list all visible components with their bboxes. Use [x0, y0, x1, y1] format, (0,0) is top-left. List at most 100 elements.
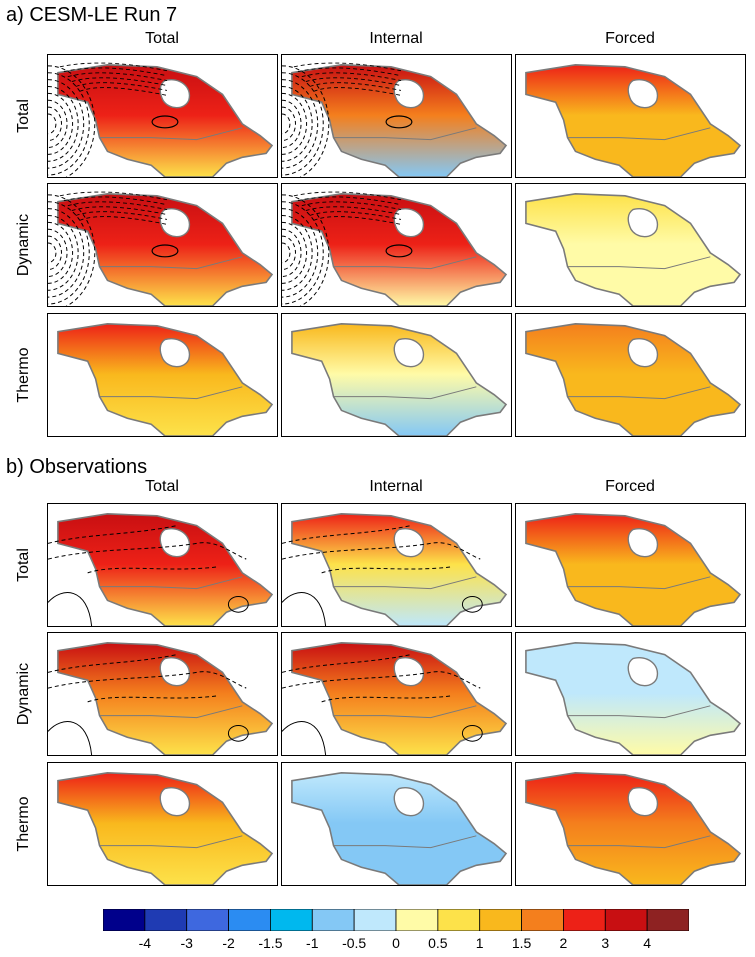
- map-panel: [515, 313, 746, 437]
- colorbar-swatch: [604, 909, 648, 931]
- pressure-contours: [48, 654, 249, 755]
- country-border: [99, 576, 243, 590]
- land-field: [525, 513, 742, 626]
- country-border: [333, 576, 477, 590]
- colorbar-tick-label: -4: [138, 935, 152, 951]
- land-field: [57, 772, 274, 885]
- country-border: [567, 127, 711, 141]
- hudson-bay: [627, 787, 659, 817]
- map-panel: [47, 632, 278, 756]
- map-panel: [281, 762, 512, 886]
- map-panel: [515, 54, 746, 178]
- colorbar-swatch: [144, 909, 188, 931]
- hudson-bay: [627, 208, 659, 238]
- country-border: [333, 386, 477, 400]
- map-panel: [281, 54, 512, 178]
- map-svg: [525, 64, 742, 177]
- hudson-bay: [627, 528, 659, 558]
- pressure-contours: [48, 525, 249, 626]
- colorbar-swatch: [563, 909, 606, 931]
- colorbar-tick-label: -0.5: [342, 935, 367, 951]
- row-label: Thermo: [15, 347, 32, 403]
- land-field: [291, 193, 508, 306]
- land-field: [57, 193, 274, 306]
- land-field: [57, 64, 274, 177]
- map-panel: [281, 632, 512, 756]
- colorbar-tick-label: 4: [643, 935, 652, 951]
- land-field: [291, 772, 508, 885]
- colorbar-swatch: [311, 909, 355, 931]
- country-border: [567, 386, 711, 400]
- land-field: [525, 772, 742, 885]
- map-svg: [291, 323, 508, 436]
- pressure-contours: [282, 191, 413, 306]
- pressure-contours: [282, 654, 483, 755]
- map-svg: [48, 62, 274, 177]
- map-svg: [282, 513, 508, 626]
- column-title: Internal: [369, 478, 423, 495]
- row-label: Total: [15, 548, 32, 582]
- country-border: [567, 835, 711, 849]
- map-svg: [525, 772, 742, 885]
- colorbar-tick-label: -2: [222, 935, 235, 951]
- land-field: [291, 642, 508, 755]
- column-title: Forced: [605, 478, 655, 495]
- hudson-bay: [627, 657, 659, 687]
- land-field: [291, 513, 508, 626]
- colorbar-swatch: [103, 909, 146, 931]
- map-panel: [47, 762, 278, 886]
- map-panel: [515, 503, 746, 627]
- colorbar-swatch: [521, 909, 564, 931]
- hudson-bay: [159, 657, 191, 687]
- column-title: Total: [145, 478, 179, 495]
- colorbar-tick-label: 1.5: [511, 935, 532, 951]
- country-border: [99, 835, 243, 849]
- colorbar-tick-label: 1: [475, 935, 484, 951]
- column-title: Total: [145, 30, 179, 47]
- land-field: [57, 323, 274, 436]
- map-panel: [281, 503, 512, 627]
- pressure-contours: [48, 191, 179, 306]
- map-svg: [525, 513, 742, 626]
- country-border: [333, 705, 477, 719]
- colorbar-tick-label: 3: [601, 935, 610, 951]
- country-border: [333, 256, 477, 270]
- row-label: Dynamic: [15, 213, 32, 277]
- row-label: Total: [15, 99, 32, 133]
- country-border: [567, 705, 711, 719]
- map-panel: [515, 183, 746, 307]
- land-field: [525, 64, 742, 177]
- colorbar-swatch: [353, 909, 397, 931]
- column-title: Forced: [605, 30, 655, 47]
- colorbar-swatch: [228, 909, 271, 931]
- colorbar-tick-label: 0: [392, 935, 400, 951]
- map-panel: [515, 632, 746, 756]
- land-field: [525, 642, 742, 755]
- country-border: [99, 386, 243, 400]
- land-field: [57, 642, 274, 755]
- colorbar-swatch: [479, 909, 522, 931]
- colorbar-tick-label: -3: [180, 935, 193, 951]
- hudson-bay: [627, 79, 659, 109]
- colorbar-swatches: [103, 909, 689, 931]
- map-svg: [525, 642, 742, 755]
- hudson-bay: [159, 787, 191, 817]
- land-field: [525, 193, 742, 306]
- hudson-bay: [393, 787, 425, 817]
- country-border: [567, 256, 711, 270]
- map-svg: [48, 513, 274, 626]
- row-label: Dynamic: [15, 662, 32, 726]
- map-svg: [291, 772, 508, 885]
- colorbar-tick-label: -1: [306, 935, 319, 951]
- hudson-bay: [393, 657, 425, 687]
- country-border: [333, 835, 477, 849]
- colorbar-tick-label: 0.5: [428, 935, 448, 951]
- map-panel: [281, 313, 512, 437]
- country-border: [567, 576, 711, 590]
- country-border: [99, 127, 243, 141]
- colorbar-tick-label: -1.5: [258, 935, 283, 951]
- colorbar-swatch: [186, 909, 229, 931]
- hudson-bay: [393, 338, 425, 368]
- pressure-contours: [282, 525, 483, 626]
- map-svg: [282, 62, 508, 177]
